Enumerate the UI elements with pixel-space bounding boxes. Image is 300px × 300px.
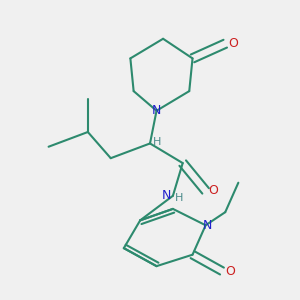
Text: H: H [175,194,183,203]
Text: H: H [153,137,161,147]
Text: O: O [229,37,238,50]
Text: N: N [202,219,212,232]
Text: O: O [225,265,235,278]
Text: N: N [152,104,161,117]
Text: O: O [208,184,218,197]
Text: N: N [162,189,171,202]
